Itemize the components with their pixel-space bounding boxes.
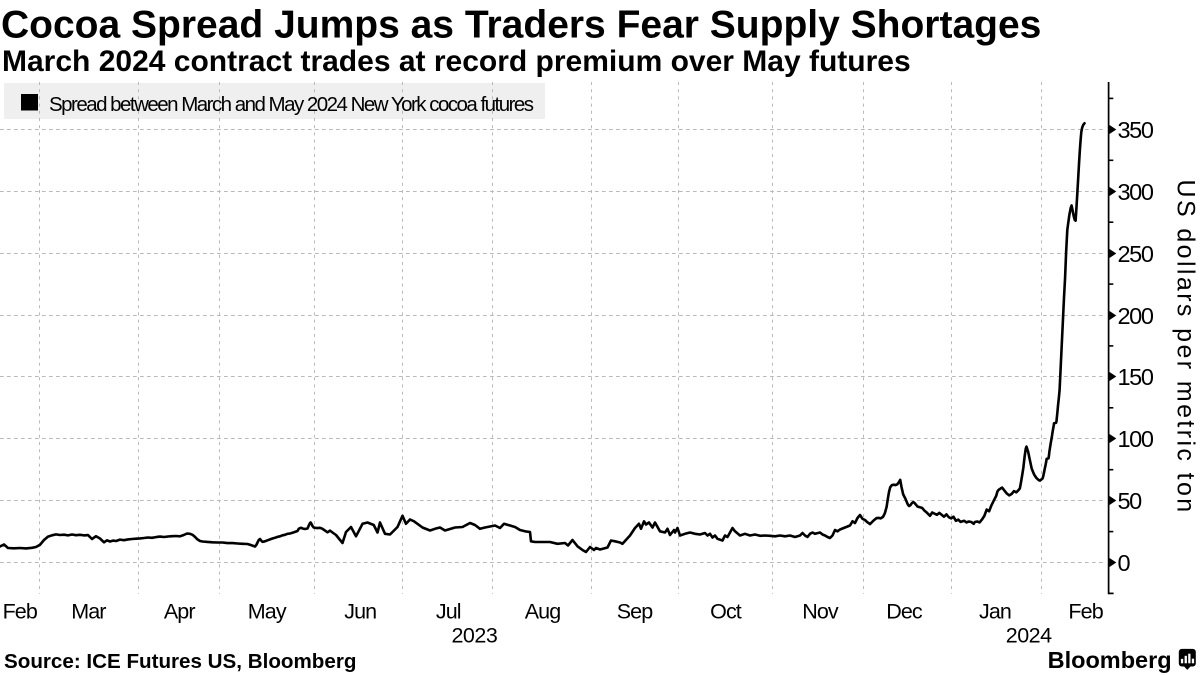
svg-text:Dec: Dec	[886, 599, 923, 623]
svg-text:Nov: Nov	[802, 599, 839, 623]
svg-text:Jan: Jan	[979, 599, 1011, 623]
svg-text:100: 100	[1118, 426, 1154, 452]
svg-text:Aug: Aug	[525, 599, 561, 623]
svg-text:May: May	[248, 599, 287, 623]
svg-text:March 2024 contract trades at: March 2024 contract trades at record pre…	[2, 45, 911, 78]
svg-text:50: 50	[1118, 488, 1143, 514]
svg-text:Feb: Feb	[3, 599, 38, 623]
svg-text:Feb: Feb	[1068, 599, 1103, 623]
svg-text:Apr: Apr	[164, 599, 195, 623]
svg-text:Jun: Jun	[344, 599, 376, 623]
svg-text:300: 300	[1118, 179, 1154, 205]
svg-text:Source: ICE Futures US, Bloomb: Source: ICE Futures US, Bloomberg	[4, 650, 356, 673]
svg-text:350: 350	[1118, 117, 1154, 143]
svg-text:Oct: Oct	[710, 599, 742, 623]
svg-text:Mar: Mar	[71, 599, 106, 623]
svg-text:150: 150	[1118, 364, 1154, 390]
svg-text:Spread between March and May 2: Spread between March and May 2024 New Yo…	[49, 93, 534, 116]
svg-text:Bloomberg: Bloomberg	[1048, 647, 1172, 673]
svg-text:200: 200	[1118, 303, 1154, 329]
svg-text:2023: 2023	[451, 624, 497, 648]
svg-text:US dollars per metric ton: US dollars per metric ton	[1172, 180, 1200, 515]
svg-text:Cocoa Spread Jumps as Traders: Cocoa Spread Jumps as Traders Fear Suppl…	[1, 4, 1041, 47]
svg-text:250: 250	[1118, 241, 1154, 267]
svg-text:0: 0	[1118, 550, 1131, 576]
svg-text:Jul: Jul	[436, 599, 461, 623]
svg-text:2024: 2024	[1006, 624, 1052, 648]
svg-text:Sep: Sep	[617, 599, 653, 623]
